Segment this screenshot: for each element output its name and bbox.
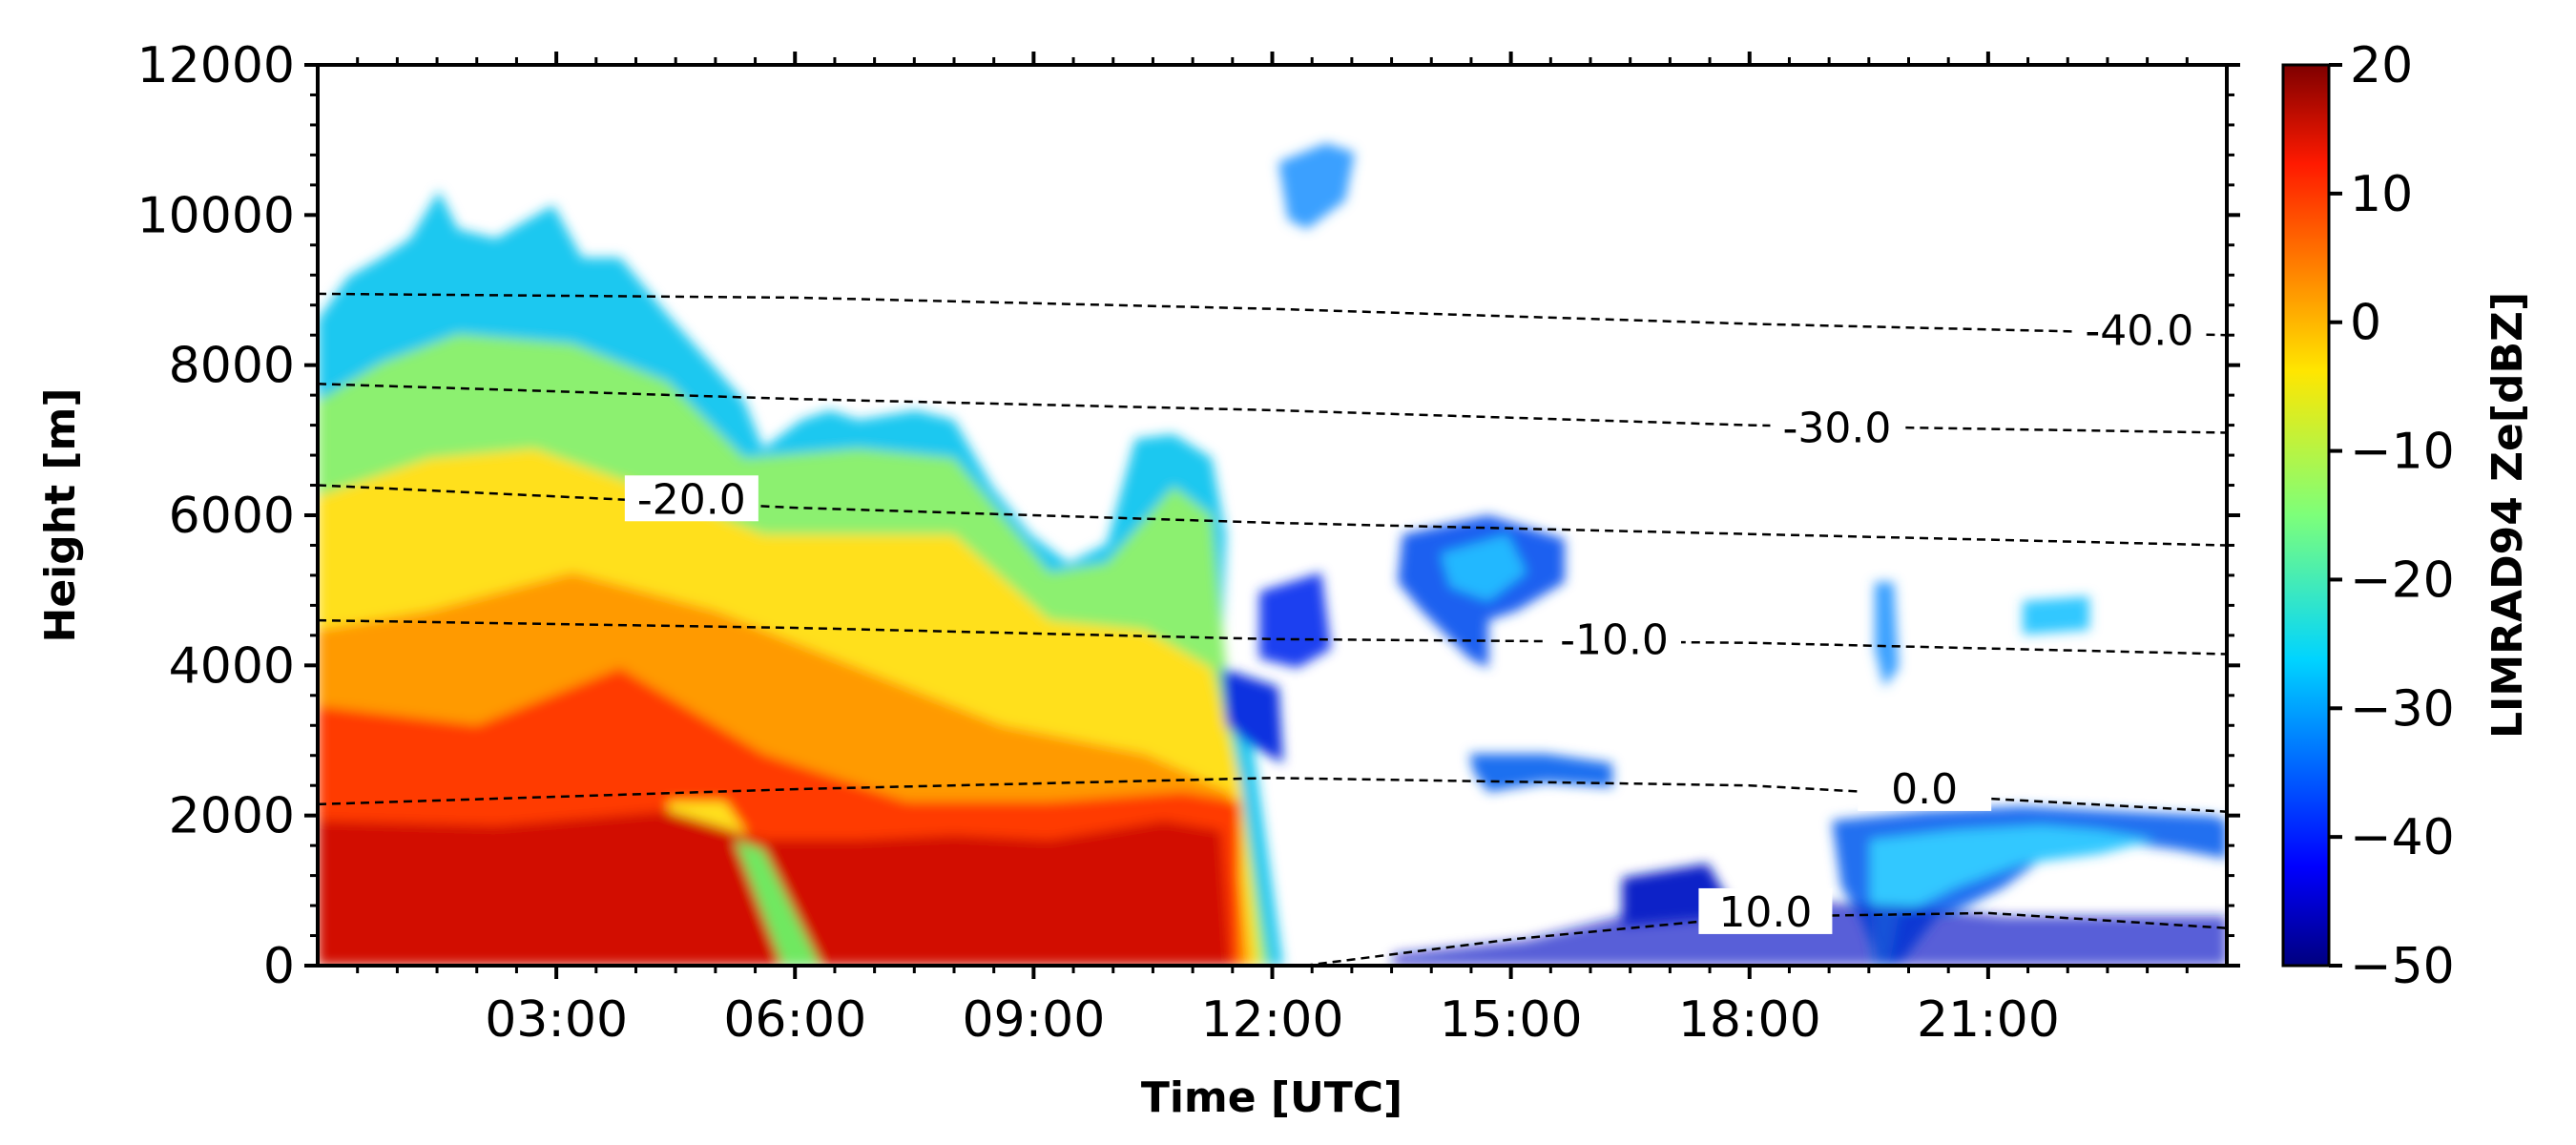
y-tick-label: 8000 [169, 338, 295, 395]
reflectivity-field [318, 143, 2227, 966]
echo-blue-patch-6 [1875, 582, 1899, 687]
x-tick-label: 06:00 [723, 991, 866, 1049]
isotherm-label: -10.0 [1560, 615, 1669, 664]
colorbar-tick-label: −40 [2350, 809, 2455, 866]
echo-blue-patch-4 [1259, 572, 1331, 668]
axis-ticks: 0 2000 4000 6000 8000 10000 12000 03:00 06:00 09:… [137, 37, 2240, 1049]
colorbar-tick-label: 20 [2350, 37, 2413, 94]
isotherm-label: 10.0 [1718, 888, 1812, 937]
x-tick-label: 21:00 [1917, 991, 2060, 1049]
colorbar-title: LIMRAD94 Ze[dBZ] [2483, 292, 2532, 739]
isotherm-label-bg [1548, 615, 1682, 662]
y-tick-label: 10000 [137, 187, 295, 244]
colorbar-tick-label: −30 [2350, 680, 2455, 738]
isotherm-label-bg [1698, 887, 1833, 934]
echo-blue-patch-3 [1278, 143, 1355, 229]
y-tick-label: 0 [263, 938, 295, 995]
echo-cyan-patch-2 [2023, 596, 2089, 635]
echo-green-shaft [735, 840, 821, 966]
isotherm-label: -40.0 [2085, 306, 2193, 355]
isotherm-label: -20.0 [637, 475, 746, 524]
x-tick-label: 12:00 [1201, 991, 1344, 1049]
echo-blue-patch-2 [1469, 754, 1612, 792]
echo-blue-patch-5 [1221, 668, 1283, 763]
isotherm-line [318, 618, 2227, 656]
isotherm-label-bg [1770, 404, 1904, 450]
echo-bl-cyan-layer [1870, 825, 2156, 966]
isotherm-line [318, 383, 2227, 434]
colorbar-tick-label: −10 [2350, 424, 2455, 481]
isotherm-label-bg [2072, 306, 2207, 353]
colorbar-tick-label: −20 [2350, 552, 2455, 609]
x-axis-title: Time [UTC] [1141, 1073, 1402, 1122]
colorbar-tick-label: 10 [2350, 166, 2413, 223]
colorbar [2281, 63, 2331, 968]
x-tick-label: 03:00 [485, 991, 628, 1049]
colorbar-tick-label: −50 [2350, 938, 2455, 995]
isotherm-label-bg [1858, 764, 1992, 811]
y-axis-title: Height [m] [36, 388, 85, 643]
isotherm-line [318, 292, 2227, 337]
y-tick-label: 2000 [169, 788, 295, 845]
x-tick-label: 15:00 [1440, 991, 1583, 1049]
x-tick-label: 09:00 [962, 991, 1105, 1049]
isotherm-label: -30.0 [1783, 405, 1892, 453]
y-tick-label: 6000 [169, 488, 295, 545]
isotherm-label-bg [624, 475, 758, 522]
y-tick-label: 12000 [137, 37, 295, 94]
y-tick-label: 4000 [169, 637, 295, 695]
echo-cyan-patch-1 [1441, 534, 1527, 601]
isotherm-contours: -40.0 -30.0 -20.0 -10.0 0.0 10.0 [318, 292, 2227, 966]
colorbar-tick-label: 0 [2350, 295, 2381, 352]
x-tick-label: 18:00 [1678, 991, 1821, 1049]
isotherm-label: 0.0 [1891, 765, 1958, 814]
colorbar-ticks: 20 10 0 −10 −20 −30 −40 −50 [2329, 37, 2455, 995]
